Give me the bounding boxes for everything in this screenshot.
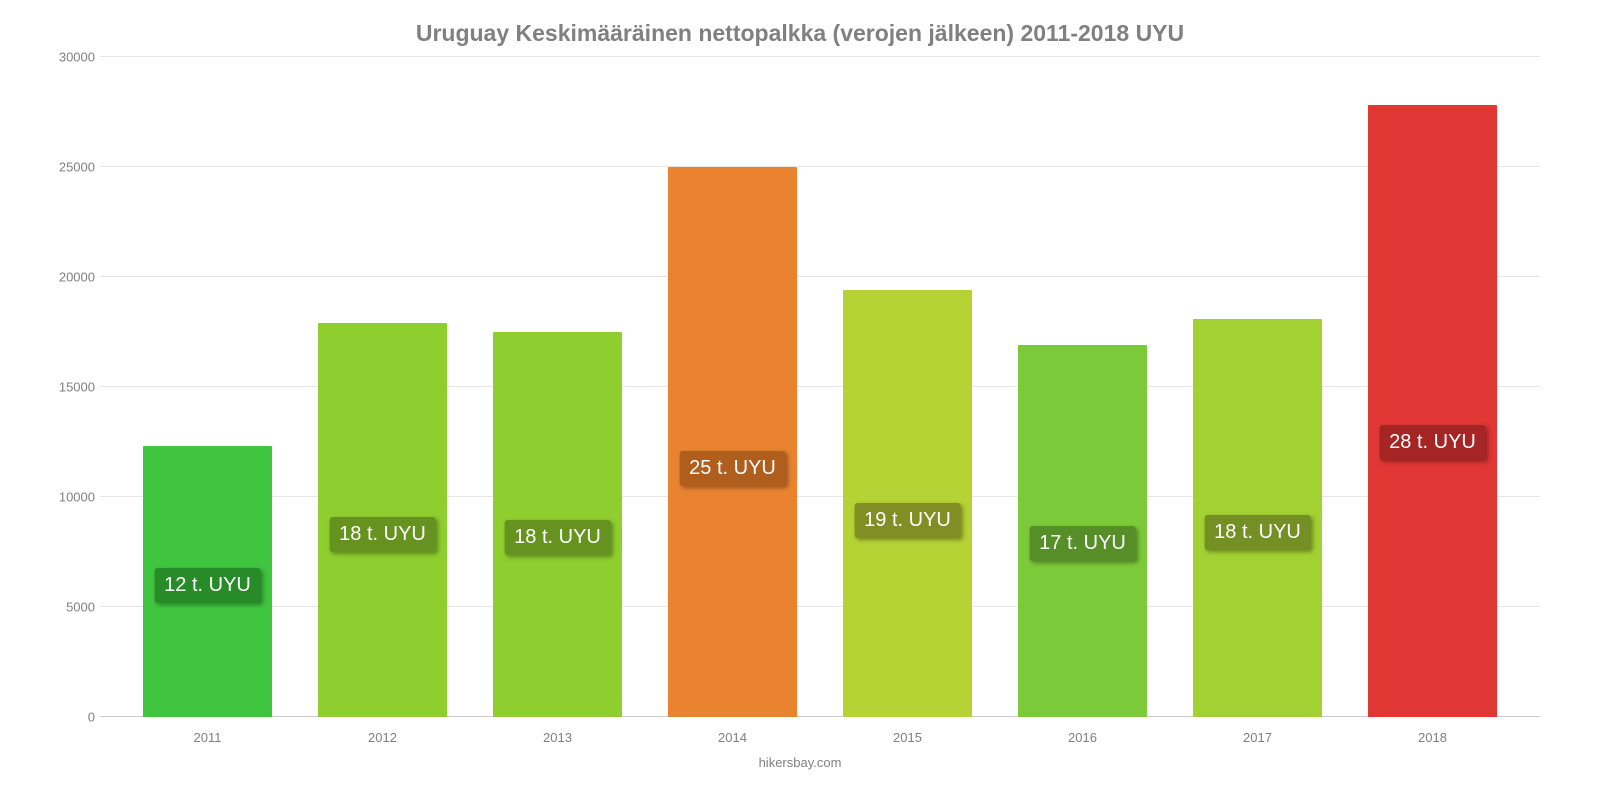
- bar: 17 t. UYU: [1018, 345, 1148, 717]
- bars-group: 12 t. UYU 18 t. UYU 18 t. UYU 25 t. UYU 19 t…: [100, 57, 1540, 717]
- bar-slot: 25 t. UYU: [645, 57, 820, 717]
- x-tick-label: 2018: [1345, 730, 1520, 745]
- y-tick-label: 30000: [40, 50, 95, 65]
- bar-value-label: 19 t. UYU: [854, 503, 961, 538]
- bar-value-label: 18 t. UYU: [504, 520, 611, 555]
- y-tick-label: 10000: [40, 490, 95, 505]
- x-tick-label: 2011: [120, 730, 295, 745]
- y-tick-label: 20000: [40, 270, 95, 285]
- bar-value-label: 12 t. UYU: [154, 568, 261, 603]
- y-tick-label: 0: [40, 710, 95, 725]
- x-tick-label: 2013: [470, 730, 645, 745]
- chart-frame: 050001000015000200002500030000 12 t. UYU…: [100, 57, 1540, 717]
- bar-slot: 12 t. UYU: [120, 57, 295, 717]
- chart-container: Uruguay Keskimääräinen nettopalkka (vero…: [0, 0, 1600, 800]
- x-tick-label: 2012: [295, 730, 470, 745]
- bar-slot: 28 t. UYU: [1345, 57, 1520, 717]
- bar-value-label: 28 t. UYU: [1379, 425, 1486, 460]
- bar: 18 t. UYU: [318, 323, 448, 717]
- credit-text: hikersbay.com: [40, 755, 1560, 770]
- bar-slot: 19 t. UYU: [820, 57, 995, 717]
- bar: 12 t. UYU: [143, 446, 273, 717]
- bar-value-label: 25 t. UYU: [679, 451, 786, 486]
- bar: 18 t. UYU: [1193, 319, 1323, 717]
- bar: 25 t. UYU: [668, 167, 798, 717]
- bar: 18 t. UYU: [493, 332, 623, 717]
- y-axis: 050001000015000200002500030000: [40, 57, 95, 717]
- x-tick-label: 2017: [1170, 730, 1345, 745]
- bar: 19 t. UYU: [843, 290, 973, 717]
- bar: 28 t. UYU: [1368, 105, 1498, 717]
- x-tick-label: 2016: [995, 730, 1170, 745]
- bar-slot: 18 t. UYU: [470, 57, 645, 717]
- bar-slot: 17 t. UYU: [995, 57, 1170, 717]
- y-tick-label: 25000: [40, 160, 95, 175]
- bar-slot: 18 t. UYU: [1170, 57, 1345, 717]
- x-axis-labels: 20112012201320142015201620172018: [100, 730, 1540, 745]
- bar-value-label: 18 t. UYU: [329, 517, 436, 552]
- chart-title: Uruguay Keskimääräinen nettopalkka (vero…: [40, 20, 1560, 47]
- y-tick-label: 15000: [40, 380, 95, 395]
- plot-area: 12 t. UYU 18 t. UYU 18 t. UYU 25 t. UYU 19 t…: [100, 57, 1540, 717]
- x-tick-label: 2015: [820, 730, 995, 745]
- y-tick-label: 5000: [40, 600, 95, 615]
- x-tick-label: 2014: [645, 730, 820, 745]
- bar-slot: 18 t. UYU: [295, 57, 470, 717]
- bar-value-label: 17 t. UYU: [1029, 526, 1136, 561]
- bar-value-label: 18 t. UYU: [1204, 515, 1311, 550]
